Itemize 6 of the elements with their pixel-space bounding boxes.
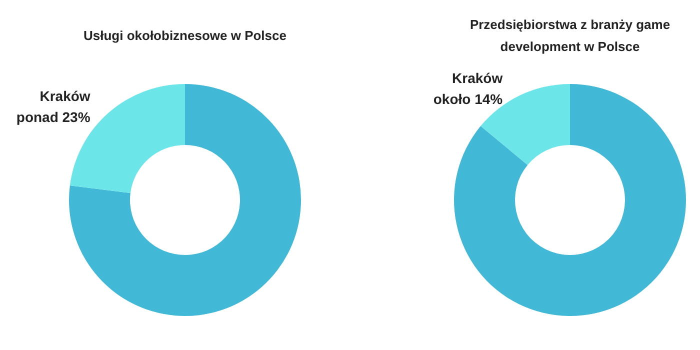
chart-title: Usługi okołobiznesowe w Polsce [84,28,286,43]
data-label: ponad 23% [16,108,91,125]
chart-title: Przedsiębiorstwa z branży game development w Polsce [470,17,670,54]
slice-label: Kraków [40,88,90,104]
slice-label: Kraków [452,70,503,86]
data-label: około 14% [433,91,504,108]
